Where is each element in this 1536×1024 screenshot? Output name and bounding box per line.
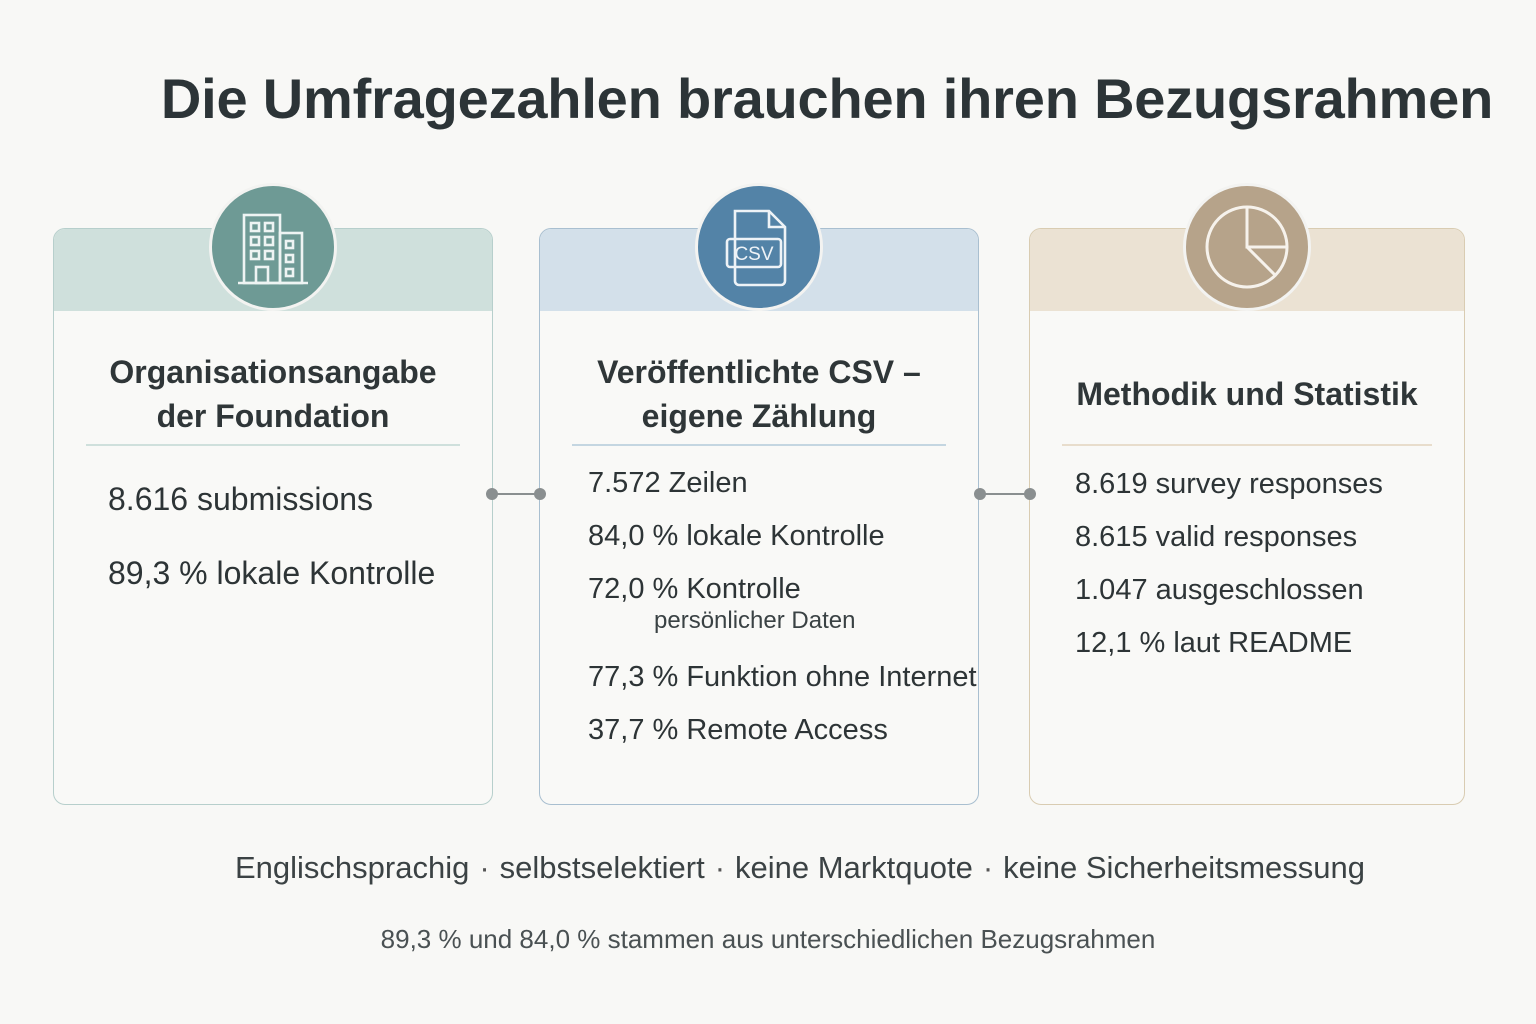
csv-file-icon: CSV (695, 183, 823, 311)
tag: Englischsprachig (234, 850, 470, 885)
list-item: 72,0 % Kontrolle persönlicher Daten (588, 573, 977, 661)
list-item: 84,0 % lokale Kontrolle (588, 520, 885, 552)
tag-separator: · (479, 850, 490, 885)
list-item: 37,7 % Remote Access (588, 714, 888, 746)
building-icon (209, 183, 337, 311)
caveat-tags: Englischsprachig · selbstselektiert · keine … (0, 850, 1536, 886)
card-title: Veröffentlichte CSV – eigene Zählung (540, 339, 978, 449)
list-item: 8.619 survey responses (1075, 468, 1383, 500)
list-item: 89,3 % lokale Kontrolle (108, 555, 436, 591)
footnote: 89,3 % und 84,0 % stammen aus unterschie… (380, 924, 1156, 954)
list-item-text: 72,0 % Kontrolle (588, 573, 801, 605)
card-title: Methodik und Statistik (1030, 339, 1464, 449)
tag: selbstselektiert (499, 850, 705, 885)
divider (572, 444, 946, 446)
card-organisation: Organisationsangabe der Foundation 8.616 … (53, 183, 493, 805)
list-item: 8.615 valid responses (1075, 521, 1358, 553)
divider (1062, 444, 1432, 446)
csv-label: CSV (734, 244, 773, 265)
tag-separator: · (714, 850, 726, 885)
list-item: 8.616 submissions (108, 481, 374, 517)
list-item: 12,1 % laut README (1075, 627, 1353, 659)
tag-separator: · (982, 850, 994, 885)
list-item: 77,3 % Funktion ohne Internet (588, 661, 977, 693)
stat-list: 8.616 submissions 89,3 % lokale Kontroll… (108, 481, 435, 629)
tag: keine Marktquote (735, 850, 973, 885)
card-title-line: Methodik und Statistik (1076, 376, 1418, 412)
card-title-line: der Foundation (156, 398, 390, 434)
connector-dot (486, 488, 498, 500)
stat-list: 8.619 survey responses 8.615 valid respo… (1075, 468, 1383, 680)
list-item: 7.572 Zeilen (588, 467, 748, 499)
tag: keine Sicherheitsmessung (1003, 850, 1366, 885)
connector-dot (534, 488, 546, 500)
list-item: 1.047 ausgeschlossen (1075, 574, 1364, 606)
pie-chart-icon (1183, 183, 1311, 311)
card-title: Organisationsangabe der Foundation (54, 339, 492, 449)
stat-list: 7.572 Zeilen 84,0 % lokale Kontrolle 72,… (588, 467, 977, 767)
card-csv: CSV Veröffentlichte CSV – eigene Zählung … (539, 183, 979, 805)
connector-dot (1024, 488, 1036, 500)
connector-line (980, 493, 1030, 495)
connector-line (492, 493, 540, 495)
card-title-line: eigene Zählung (641, 398, 877, 434)
divider (86, 444, 460, 446)
card-methodik: Methodik und Statistik 8.619 survey resp… (1029, 183, 1465, 805)
card-title-line: Organisationsangabe (109, 354, 437, 390)
connector-dot (974, 488, 986, 500)
card-title-line: Veröffentlichte CSV – (597, 354, 921, 390)
page-title: Die Umfragezahlen brauchen ihren Bezugsr… (160, 67, 1494, 130)
list-item-subtext: persönlicher Daten (654, 607, 856, 634)
